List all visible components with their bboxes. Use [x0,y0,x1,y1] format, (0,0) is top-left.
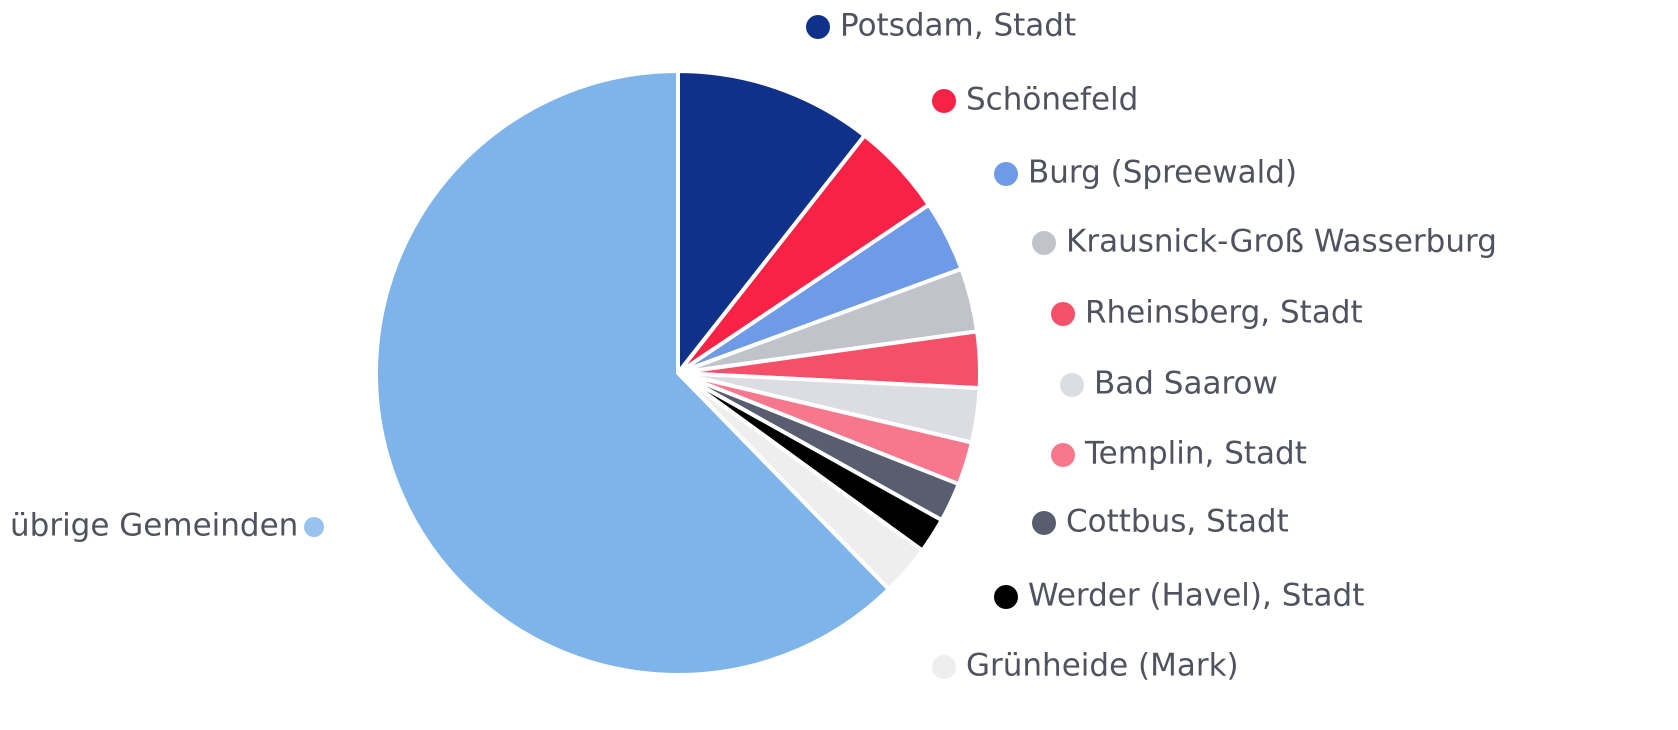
legend-dot [1032,231,1056,255]
slice-label: Grünheide (Mark) [966,648,1239,684]
legend-dot [932,89,956,113]
legend-dot [1051,302,1075,326]
slice-label: Burg (Spreewald) [1028,155,1297,191]
slice-label: Krausnick-Groß Wasserburg [1066,224,1497,260]
legend-dot [1032,511,1056,535]
legend-dot [932,655,956,679]
pie-slice [374,69,891,677]
legend-dot [806,15,830,39]
legend-dot [994,585,1018,609]
legend-dot [1051,443,1075,467]
pie-slice [676,69,867,375]
slice-label: Rheinsberg, Stadt [1085,295,1363,331]
slice-label: Werder (Havel), Stadt [1028,578,1364,614]
slice-label: Schönefeld [966,82,1138,118]
legend-dot [304,517,324,537]
slice-label: Bad Saarow [1094,366,1278,402]
legend-dot [1060,373,1084,397]
slice-label: Potsdam, Stadt [840,8,1076,44]
slice-label: Templin, Stadt [1084,436,1307,472]
slice-label: Cottbus, Stadt [1066,504,1289,540]
legend-dot [994,162,1018,186]
slice-label: übrige Gemeinden [10,508,298,544]
